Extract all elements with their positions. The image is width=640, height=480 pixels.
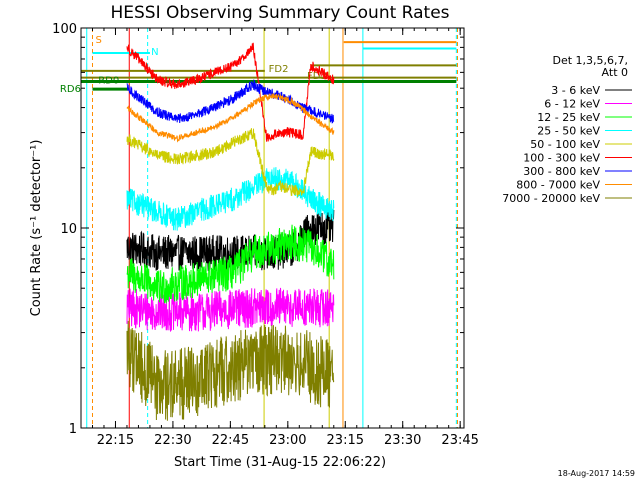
y-axis-label: Count Rate (s⁻¹ detector⁻¹): [29, 140, 44, 317]
legend-item-label: 7000 - 20000 keV: [502, 192, 600, 205]
y-tick-label: 100: [52, 22, 77, 37]
x-tick-label: 23:30: [384, 433, 421, 448]
legend-header-line: Att 0: [602, 66, 628, 79]
legend-item-label: 800 - 7000 keV: [516, 179, 600, 192]
axes: 22:15 22:30 22:45 23:00 23:15 23:30 23:45 1 10 10…: [52, 22, 479, 448]
annotation-label-n: N: [151, 47, 158, 58]
annotation-label-s: S: [96, 35, 102, 46]
x-axis-label: Start Time (31-Aug-15 22:06:22): [174, 455, 386, 470]
x-tick-label: 23:00: [269, 433, 306, 448]
legend-item-label: 50 - 100 keV: [530, 138, 600, 151]
series-line-4: [126, 128, 335, 198]
chart-title: HESSI Observing Summary Count Rates: [110, 3, 449, 23]
legend-item-label: 12 - 25 keV: [537, 111, 600, 124]
legend-header-line: Det 1,3,5,6,7,: [552, 54, 628, 67]
y-tick-label: 10: [60, 222, 77, 237]
series-line-1: [126, 287, 335, 332]
x-tick-label: 22:45: [212, 433, 249, 448]
series-line-2: [126, 224, 335, 304]
timestamp: 18-Aug-2017 14:59: [558, 469, 635, 478]
legend-item-label: 300 - 800 keV: [523, 165, 600, 178]
annotation-label-rd6: RD6: [60, 84, 81, 95]
x-tick-label: 23:45: [441, 433, 478, 448]
plot-area: S N FD2 FD3 RD0 RD6: [60, 28, 458, 428]
x-tick-label: 22:30: [154, 433, 191, 448]
legend-item-label: 6 - 12 keV: [544, 98, 600, 111]
annotation-label-rd0: RD0: [98, 76, 119, 87]
y-tick-label: 1: [69, 422, 77, 437]
legend-item-label: 3 - 6 keV: [551, 84, 600, 97]
series-line-5: [126, 42, 335, 142]
legend-item-label: 25 - 50 keV: [537, 125, 600, 138]
annotation-label-fd3: FD3: [307, 71, 327, 82]
series-line-7: [126, 93, 335, 143]
x-tick-label: 22:15: [97, 433, 134, 448]
x-tick-label: 23:15: [327, 433, 364, 448]
series-line-6: [126, 79, 335, 124]
series-line-3: [126, 167, 335, 231]
series-line-8: [126, 320, 335, 421]
annotation-label-fd2: FD2: [269, 64, 289, 75]
legend-item-label: 100 - 300 keV: [523, 152, 600, 165]
